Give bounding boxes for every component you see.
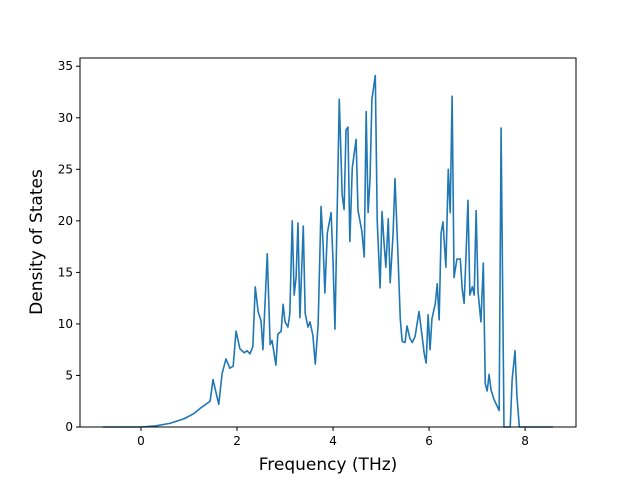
- y-tick-label: 15: [58, 265, 73, 279]
- x-tick-label: 8: [521, 434, 529, 448]
- y-axis-label: Density of States: [27, 169, 47, 315]
- y-tick-label: 5: [65, 368, 73, 382]
- x-axis-label: Frequency (THz): [259, 455, 398, 475]
- plot-frame: [79, 57, 577, 428]
- y-tick-label: 25: [58, 162, 73, 176]
- y-tick-label: 30: [58, 111, 73, 125]
- y-tick-label: 20: [58, 214, 73, 228]
- y-tick-label: 35: [58, 59, 73, 73]
- y-tick-label: 10: [58, 317, 73, 331]
- x-tick-label: 4: [329, 434, 337, 448]
- x-tick-label: 6: [425, 434, 433, 448]
- y-tick-label: 0: [65, 420, 73, 434]
- x-tick-label: 0: [137, 434, 145, 448]
- x-tick-label: 2: [233, 434, 241, 448]
- line-series: [102, 74, 553, 428]
